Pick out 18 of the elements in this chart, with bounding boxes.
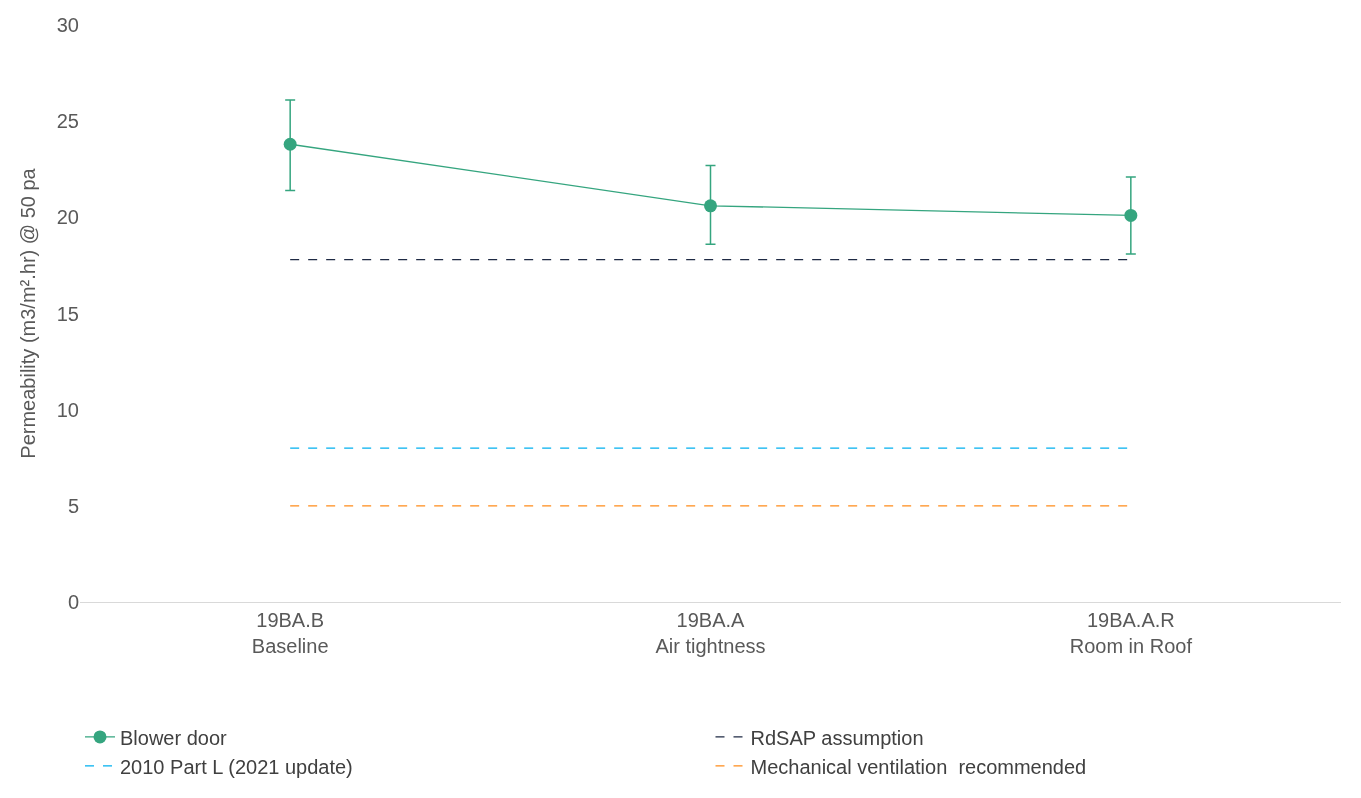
legend-label: Blower door — [120, 726, 228, 749]
legend-label: RdSAP assumption — [750, 726, 924, 749]
y-tick-label: 0 — [67, 591, 79, 613]
point — [704, 199, 717, 213]
y-tick-label: 10 — [56, 398, 79, 421]
legend-label: Mechanical ventilation recommended — [750, 755, 1087, 778]
y-tick-label: 20 — [56, 206, 79, 229]
x-tick-label: 19BA.A Air tightness — [655, 609, 766, 657]
point — [283, 137, 297, 151]
y-tick-label: 5 — [67, 494, 79, 517]
y-tick-label: 30 — [56, 14, 79, 36]
point — [1124, 208, 1138, 222]
y-axis-title: Permeability (m3/m².hr) @ 50 pa — [17, 167, 40, 459]
x-tick-label: 19BA.B Baseline — [251, 609, 329, 657]
legend-label: 2010 Part L (2021 update) — [120, 755, 353, 778]
y-tick-label: 15 — [56, 302, 79, 325]
x-tick-label: 19BA.A.R Room in Roof — [1069, 609, 1193, 657]
y-tick-label: 25 — [56, 110, 79, 133]
